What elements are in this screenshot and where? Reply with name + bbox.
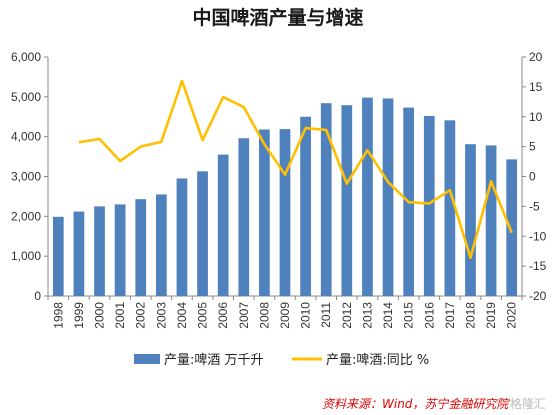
x-tick-label: 2018 [463, 302, 477, 329]
x-tick-label: 2014 [381, 302, 395, 329]
bar [238, 138, 250, 296]
bar [279, 129, 291, 296]
bar [73, 211, 85, 296]
chart-title: 中国啤酒产量与增速 [192, 6, 363, 29]
bar [94, 206, 105, 296]
x-tick-label: 2002 [134, 302, 148, 329]
bar [465, 144, 476, 296]
y-left-tick-label: 4,000 [11, 130, 41, 144]
y-left-tick-label: 5,000 [11, 90, 41, 104]
x-tick-label: 2006 [216, 302, 230, 329]
y-right-tick-label: 20 [529, 50, 543, 64]
x-tick-label: 2013 [360, 302, 374, 329]
bar [423, 115, 435, 296]
x-tick-label: 2012 [340, 302, 354, 329]
y-right-tick-label: -20 [529, 289, 547, 303]
x-tick-label: 1998 [51, 302, 65, 329]
x-tick-label: 2010 [299, 302, 313, 329]
x-tick-label: 2003 [154, 302, 168, 329]
x-tick-label: 2015 [402, 302, 416, 329]
x-tick-label: 2005 [196, 302, 210, 329]
x-tick-label: 2016 [422, 302, 436, 329]
growth-line [78, 79, 513, 260]
y-right-tick-label: 5 [529, 140, 536, 154]
x-tick-label: 2000 [93, 302, 107, 329]
bar [444, 120, 456, 297]
x-tick-label: 2019 [484, 302, 498, 329]
x-tick-label: 2004 [175, 302, 189, 329]
x-tick-label: 2009 [278, 302, 292, 329]
watermark: 格隆汇 [510, 396, 546, 411]
legend-bar-label: 产量:啤酒 万千升 [164, 353, 264, 368]
y-right-tick-label: -5 [529, 199, 540, 213]
x-tick-label: 2008 [257, 302, 271, 329]
y-left-tick-label: 0 [34, 289, 41, 303]
bar [259, 129, 270, 296]
bar [217, 154, 229, 296]
x-tick-label: 2017 [443, 302, 457, 329]
y-right-tick-label: 0 [529, 170, 536, 184]
bar [382, 98, 394, 296]
bar [197, 171, 208, 296]
axes: 0 1,000 2,000 3,000 4,000 5,000 6,000 -20 -15 -10… [11, 50, 547, 329]
y-right-tick-label: -15 [529, 259, 547, 273]
x-tick-label: 2020 [505, 302, 519, 329]
bar [176, 178, 188, 296]
bar [506, 159, 518, 296]
bar [52, 216, 64, 296]
x-tick-label: 2001 [113, 302, 127, 329]
bar [300, 116, 311, 296]
legend: 产量:啤酒 万千升 产量:啤酒:同比 % [134, 353, 429, 368]
bar [135, 199, 147, 296]
bar [485, 145, 497, 296]
bar [155, 194, 167, 296]
x-tick-label: 2011 [319, 302, 333, 328]
y-right-tick-label: 15 [529, 80, 543, 94]
y-left-tick-label: 2,000 [11, 209, 41, 223]
x-tick-label: 1999 [72, 302, 86, 329]
source-note: 资料来源：Wind，苏宁金融研究院 [322, 397, 510, 411]
bar [341, 105, 353, 296]
y-left-tick-label: 3,000 [11, 170, 41, 184]
bar [320, 103, 332, 296]
legend-line-label: 产量:啤酒:同比 % [326, 353, 429, 368]
bar [114, 204, 126, 296]
legend-bar-swatch [134, 354, 160, 364]
line-series [78, 79, 513, 260]
y-right-tick-label: 10 [529, 110, 543, 124]
bar [362, 97, 373, 296]
bar-series [52, 97, 518, 297]
x-tick-label: 2007 [237, 302, 251, 329]
y-right-tick-label: -10 [529, 229, 547, 243]
y-left-tick-label: 1,000 [11, 249, 41, 263]
y-left-tick-label: 6,000 [11, 50, 41, 64]
